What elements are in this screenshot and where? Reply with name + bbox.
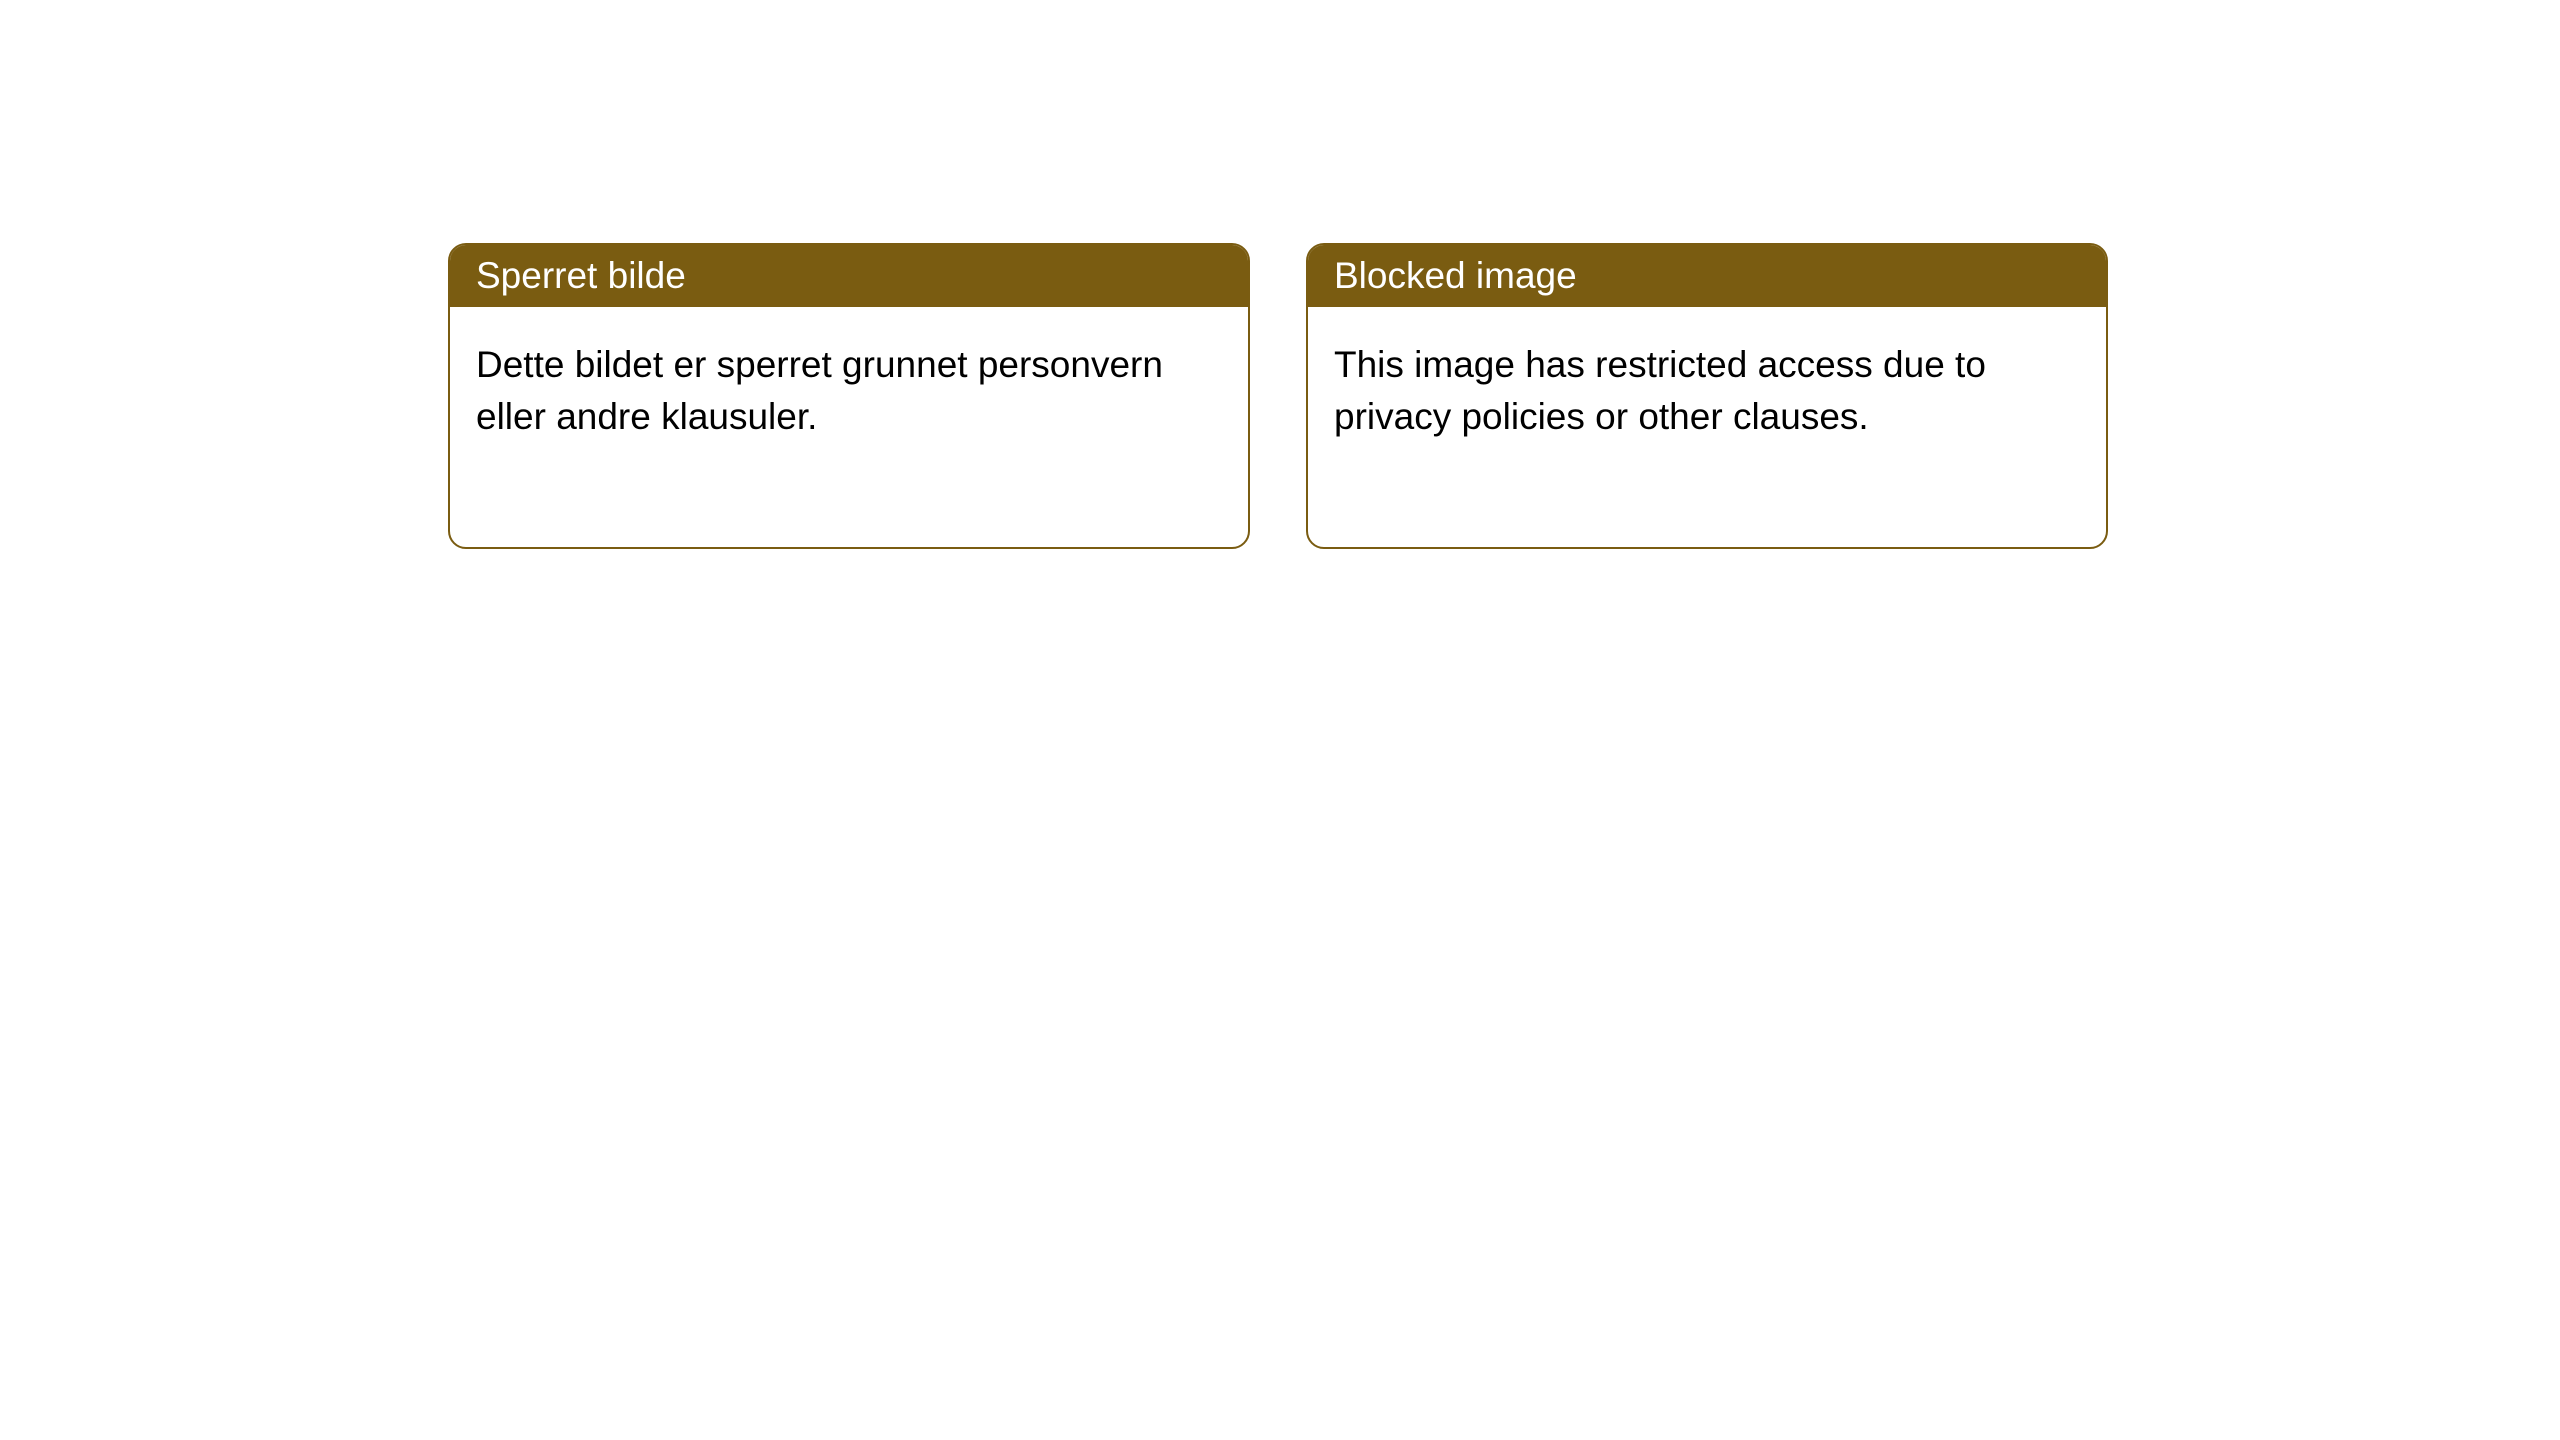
- notice-card-body: This image has restricted access due to …: [1308, 307, 2106, 547]
- notice-card-english: Blocked image This image has restricted …: [1306, 243, 2108, 549]
- notice-card-body: Dette bildet er sperret grunnet personve…: [450, 307, 1248, 547]
- notice-card-norwegian: Sperret bilde Dette bildet er sperret gr…: [448, 243, 1250, 549]
- notice-card-title: Sperret bilde: [450, 245, 1248, 307]
- notice-container: Sperret bilde Dette bildet er sperret gr…: [448, 243, 2108, 549]
- notice-card-title: Blocked image: [1308, 245, 2106, 307]
